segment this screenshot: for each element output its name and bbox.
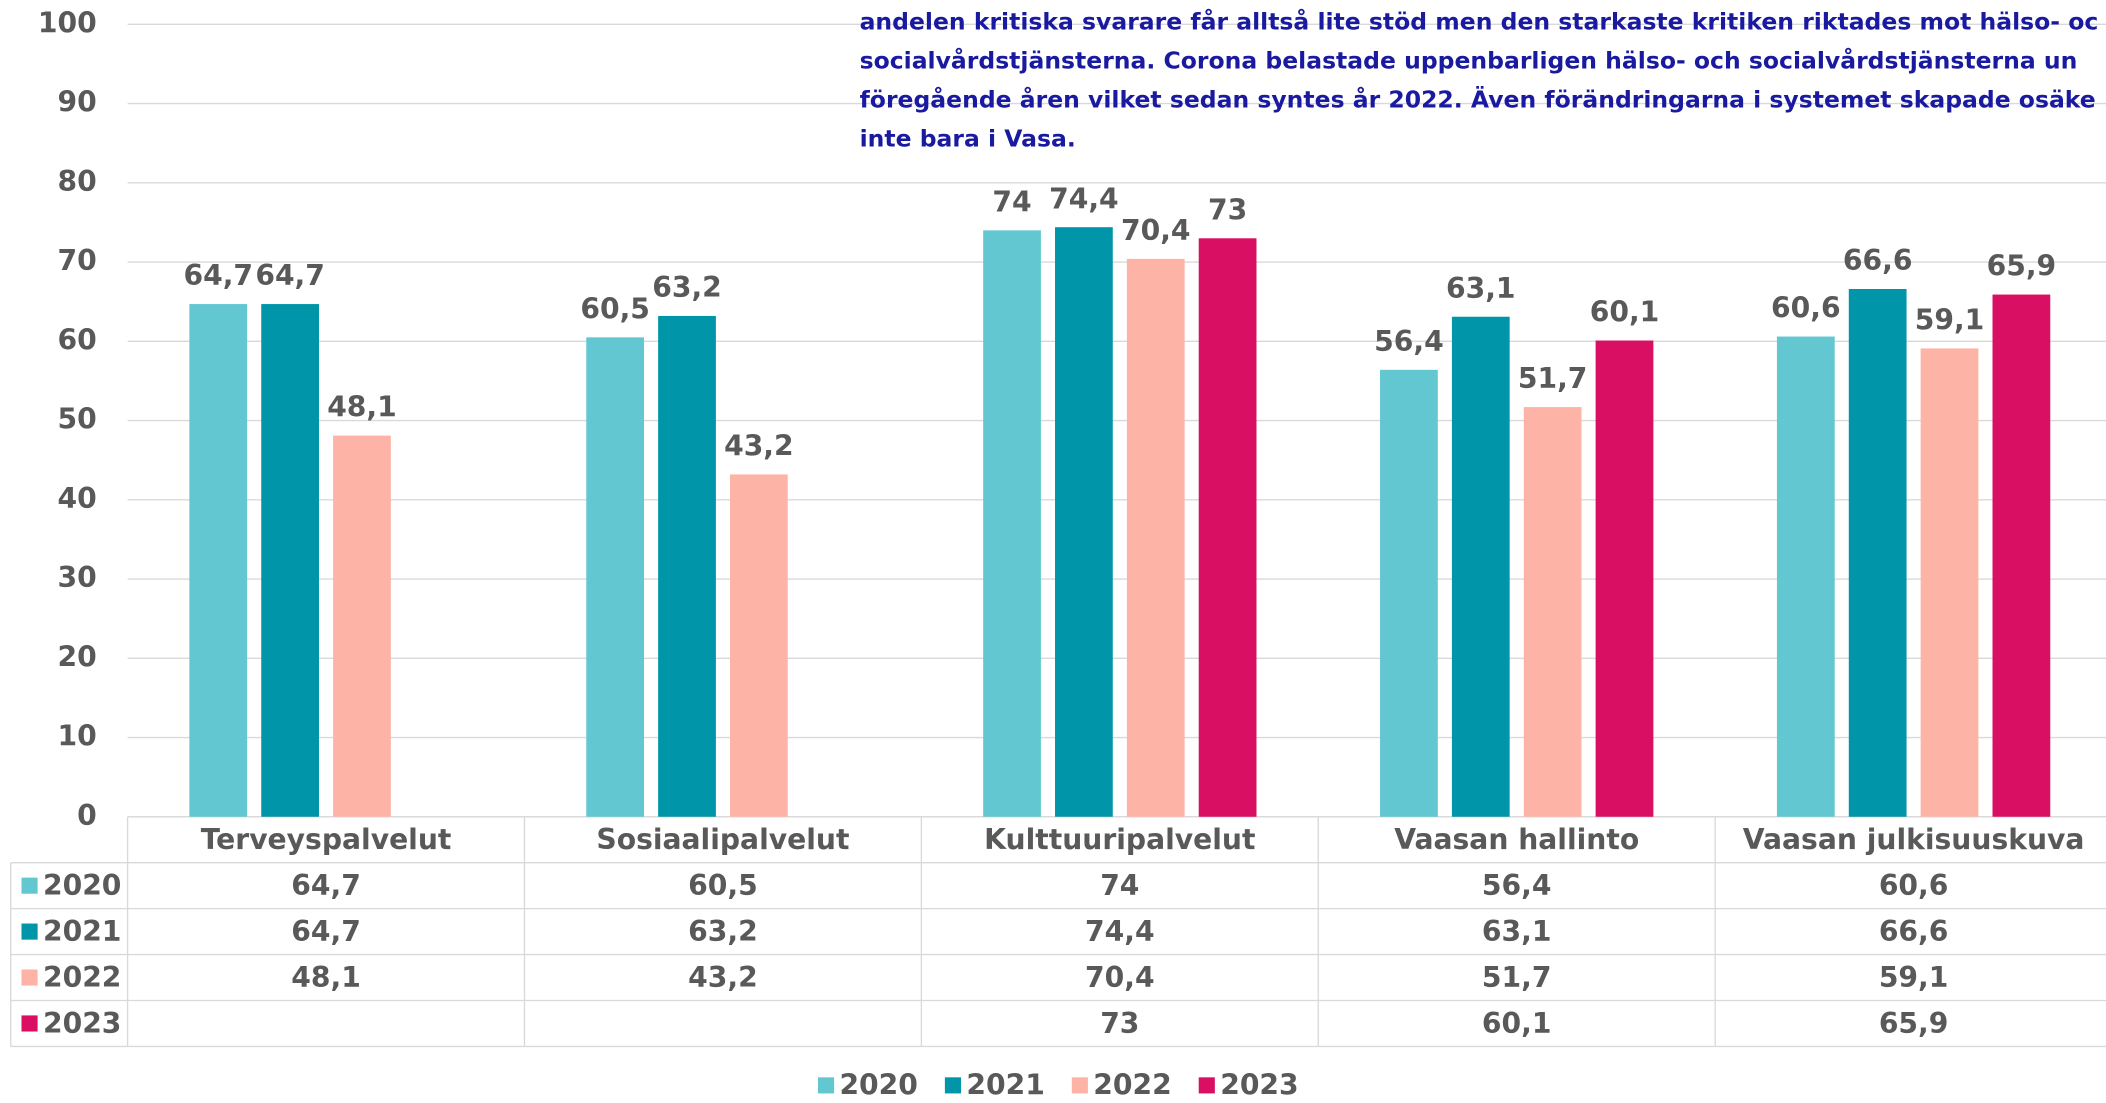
y-tick-label: 60: [57, 323, 96, 356]
data-label: 63,2: [652, 271, 722, 304]
y-tick-label: 30: [57, 561, 96, 594]
bar: [1523, 407, 1582, 817]
data-label: 51,7: [1518, 362, 1588, 395]
table-cell: 64,7: [291, 869, 361, 902]
table-cell: 60,1: [1482, 1007, 1552, 1040]
bar: [658, 315, 716, 817]
row-label: 2020: [43, 869, 121, 902]
table-cell: 70,4: [1085, 961, 1155, 994]
y-tick-label: 80: [57, 165, 96, 198]
data-label: 60,5: [580, 292, 650, 325]
table-cell: 65,9: [1879, 1007, 1949, 1040]
data-label: 73: [1208, 193, 1247, 226]
table-cell: 59,1: [1879, 961, 1949, 994]
bar: [189, 304, 248, 817]
legend-label: 2023: [1220, 1069, 1298, 1102]
table-cell: 63,1: [1482, 915, 1552, 948]
data-label: 43,2: [724, 430, 794, 463]
bar: [1198, 238, 1257, 817]
table-cell: 64,7: [291, 915, 361, 948]
legend-swatch: [817, 1077, 835, 1094]
legend-label: 2021: [966, 1069, 1044, 1102]
bar: [333, 435, 391, 817]
data-label: 48,1: [327, 391, 397, 424]
y-tick-label: 40: [57, 482, 96, 515]
bar: [1920, 348, 1979, 817]
legend-swatch: [21, 923, 38, 940]
table-cell: 73: [1100, 1007, 1139, 1040]
row-label: 2023: [43, 1007, 121, 1040]
bar: [1380, 369, 1438, 817]
legend-label: 2020: [839, 1069, 917, 1102]
data-label: 64,7: [183, 259, 253, 292]
legend-swatch: [21, 877, 38, 894]
legend-swatch: [1198, 1077, 1215, 1094]
data-label: 56,4: [1374, 325, 1444, 358]
data-label: 60,1: [1590, 296, 1660, 329]
x-tick-label: Vaasan hallinto: [1394, 823, 1639, 856]
x-tick-label: Kulttuuripalvelut: [984, 823, 1255, 856]
data-label: 63,1: [1446, 272, 1516, 305]
data-label: 59,1: [1915, 304, 1985, 337]
bar: [1126, 258, 1185, 817]
legend-label: 2022: [1093, 1069, 1171, 1102]
y-tick-label: 10: [57, 720, 96, 753]
table-cell: 48,1: [291, 961, 361, 994]
table-cell: 60,6: [1879, 869, 1949, 902]
x-tick-label: Sosiaalipalvelut: [596, 823, 849, 856]
table-cell: 60,5: [688, 869, 758, 902]
bar: [586, 337, 645, 817]
data-label: 70,4: [1121, 214, 1191, 247]
table-cell: 56,4: [1482, 869, 1552, 902]
table-cell: 74: [1100, 869, 1139, 902]
legend-swatch: [1071, 1077, 1088, 1094]
bar: [1595, 340, 1654, 817]
annotation: föregående åren vilket sedan syntes år 2…: [860, 86, 2096, 114]
row-label: 2022: [43, 961, 121, 994]
table-cell: 63,2: [688, 915, 758, 948]
table-cell: 51,7: [1482, 961, 1552, 994]
data-label: 74,4: [1049, 182, 1119, 215]
y-tick-label: 0: [77, 799, 97, 832]
y-tick-label: 20: [57, 640, 96, 673]
bar: [1776, 336, 1835, 817]
bar: [1848, 289, 1907, 817]
annotation: inte bara i Vasa.: [860, 125, 1076, 153]
table-cell: 43,2: [688, 961, 758, 994]
bar: [983, 230, 1041, 817]
y-tick-label: 70: [57, 244, 96, 277]
legend-swatch: [21, 1015, 38, 1032]
data-label: 65,9: [1987, 250, 2057, 283]
y-tick-label: 100: [38, 6, 97, 39]
legend-swatch: [944, 1077, 961, 1094]
annotation: socialvårdstjänsterna. Corona belastade …: [860, 47, 2078, 75]
x-tick-label: Vaasan julkisuuskuva: [1743, 823, 2085, 856]
bar: [1992, 294, 2051, 817]
legend-swatch: [21, 969, 38, 986]
table-cell: 74,4: [1085, 915, 1155, 948]
data-label: 74: [992, 185, 1031, 218]
annotation: andelen kritiska svarare får alltså lite…: [860, 8, 2099, 36]
data-label: 64,7: [255, 259, 325, 292]
row-label: 2021: [43, 915, 121, 948]
bar: [729, 474, 788, 817]
y-tick-label: 90: [57, 86, 96, 119]
bar: [261, 304, 319, 817]
table-cell: 66,6: [1879, 915, 1949, 948]
bar: [1451, 316, 1510, 817]
y-tick-label: 50: [57, 403, 96, 436]
data-label: 66,6: [1843, 244, 1913, 277]
x-tick-label: Terveyspalvelut: [201, 823, 452, 856]
bar: [1055, 227, 1113, 817]
data-label: 60,6: [1771, 292, 1841, 325]
